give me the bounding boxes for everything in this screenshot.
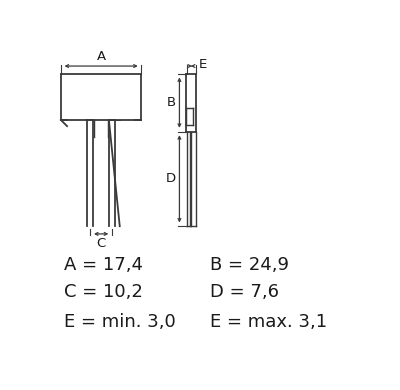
Text: E = max. 3,1: E = max. 3,1	[210, 312, 327, 331]
Text: A: A	[96, 50, 106, 63]
Text: B = 24,9: B = 24,9	[210, 255, 289, 273]
Text: B: B	[167, 96, 176, 109]
Text: C = 10,2: C = 10,2	[64, 282, 143, 301]
Text: E: E	[199, 58, 207, 71]
Text: D: D	[166, 172, 176, 185]
Text: E = min. 3,0: E = min. 3,0	[64, 312, 176, 331]
Text: D = 7,6: D = 7,6	[210, 282, 279, 301]
Text: A = 17,4: A = 17,4	[64, 255, 143, 273]
Text: C: C	[96, 237, 106, 250]
